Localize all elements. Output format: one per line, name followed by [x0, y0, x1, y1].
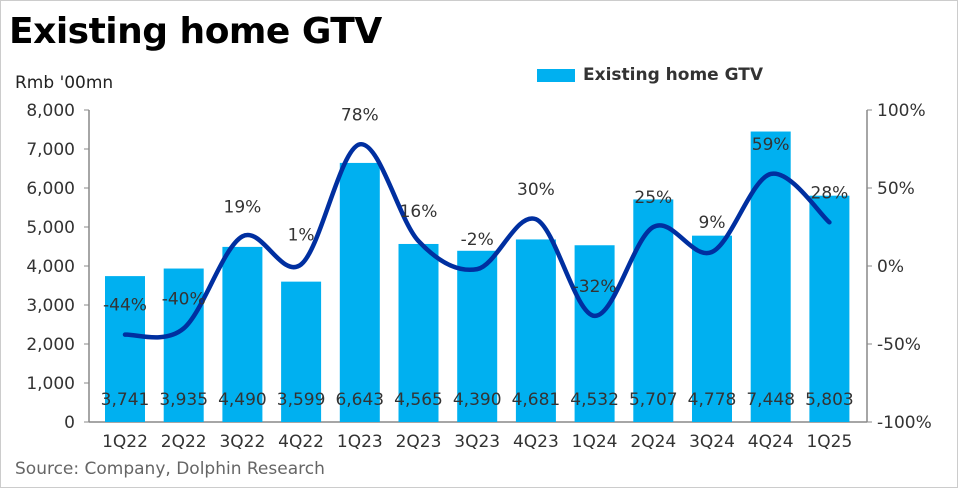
right-tick-label: 50%	[877, 179, 915, 199]
bar-value-label: 3,599	[277, 390, 326, 410]
line-value-label: 16%	[400, 202, 438, 222]
line-value-label: -40%	[162, 289, 206, 309]
x-tick-label: 1Q24	[572, 432, 618, 452]
bar-value-label: 7,448	[746, 390, 795, 410]
x-tick-label: 1Q23	[337, 432, 383, 452]
line-value-label: 9%	[699, 213, 726, 233]
left-tick-label: 3,000	[26, 296, 75, 316]
left-tick-label: 2,000	[26, 335, 75, 355]
x-tick-label: 2Q23	[396, 432, 442, 452]
bar-1Q24	[574, 245, 615, 422]
right-tick-label: -100%	[877, 413, 932, 433]
left-tick-label: 4,000	[26, 257, 75, 277]
bar-1Q22	[105, 276, 145, 422]
bar-value-label: 4,490	[218, 390, 267, 410]
y-axis-label: Rmb '00mn	[15, 73, 114, 93]
bar-value-label: 3,741	[101, 390, 150, 410]
source-note: Source: Company, Dolphin Research	[15, 459, 325, 479]
bar-4Q23	[515, 239, 556, 422]
x-tick-label: 4Q24	[748, 432, 794, 452]
line-value-label: 59%	[752, 135, 790, 155]
x-tick-label: 4Q22	[278, 432, 324, 452]
x-tick-label: 3Q23	[454, 432, 500, 452]
bar-3Q22	[222, 246, 263, 422]
bar-value-label: 4,565	[394, 390, 443, 410]
right-tick-label: -50%	[877, 335, 921, 355]
bar-value-label: 5,803	[805, 390, 854, 410]
line-value-label: 28%	[811, 183, 849, 203]
bar-3Q23	[457, 250, 498, 422]
line-value-label: 78%	[341, 105, 379, 125]
left-tick-label: 7,000	[26, 140, 75, 160]
legend: Existing home GTV	[537, 65, 763, 85]
bar-value-label: 5,707	[629, 390, 678, 410]
bar-value-label: 3,935	[159, 390, 208, 410]
legend-label: Existing home GTV	[583, 65, 764, 85]
bar-value-label: 4,681	[512, 390, 561, 410]
bar-value-label: 4,778	[688, 390, 737, 410]
x-tick-label: 4Q23	[513, 432, 559, 452]
right-tick-label: 100%	[877, 101, 926, 121]
x-tick-label: 1Q22	[102, 432, 148, 452]
line-value-label: 19%	[224, 197, 262, 217]
x-tick-label: 2Q22	[161, 432, 207, 452]
line-value-label: 25%	[634, 188, 672, 208]
bar-value-label: 6,643	[335, 390, 384, 410]
yoy-growth-line	[122, 142, 832, 340]
bar-2Q22	[163, 268, 204, 422]
x-tick-label: 3Q24	[689, 432, 735, 452]
line-value-label: 1%	[288, 225, 315, 245]
bar-4Q22	[281, 281, 322, 422]
bar-2Q23	[398, 243, 439, 422]
left-tick-label: 1,000	[26, 374, 75, 394]
chart-title: Existing home GTV	[9, 11, 382, 52]
bar-1Q23	[339, 162, 380, 422]
left-tick-label: 5,000	[26, 218, 75, 238]
bar-value-label: 4,390	[453, 390, 502, 410]
bar-2Q24	[633, 199, 674, 422]
right-tick-label: 0%	[877, 257, 904, 277]
line-value-label: 30%	[517, 180, 555, 200]
x-tick-label: 1Q25	[806, 432, 852, 452]
bar-3Q24	[692, 235, 732, 422]
bar-value-label: 4,532	[570, 390, 619, 410]
legend-swatch	[537, 68, 575, 82]
line-value-label: -32%	[573, 277, 617, 297]
bar-4Q24	[750, 131, 791, 422]
bar-1Q25	[809, 195, 850, 422]
line-value-label: -44%	[103, 296, 147, 316]
x-tick-label: 3Q22	[219, 432, 265, 452]
line-value-label: -2%	[461, 230, 494, 250]
x-tick-label: 2Q24	[630, 432, 676, 452]
left-tick-label: 8,000	[26, 101, 75, 121]
left-tick-label: 6,000	[26, 179, 75, 199]
left-tick-label: 0	[64, 413, 75, 433]
